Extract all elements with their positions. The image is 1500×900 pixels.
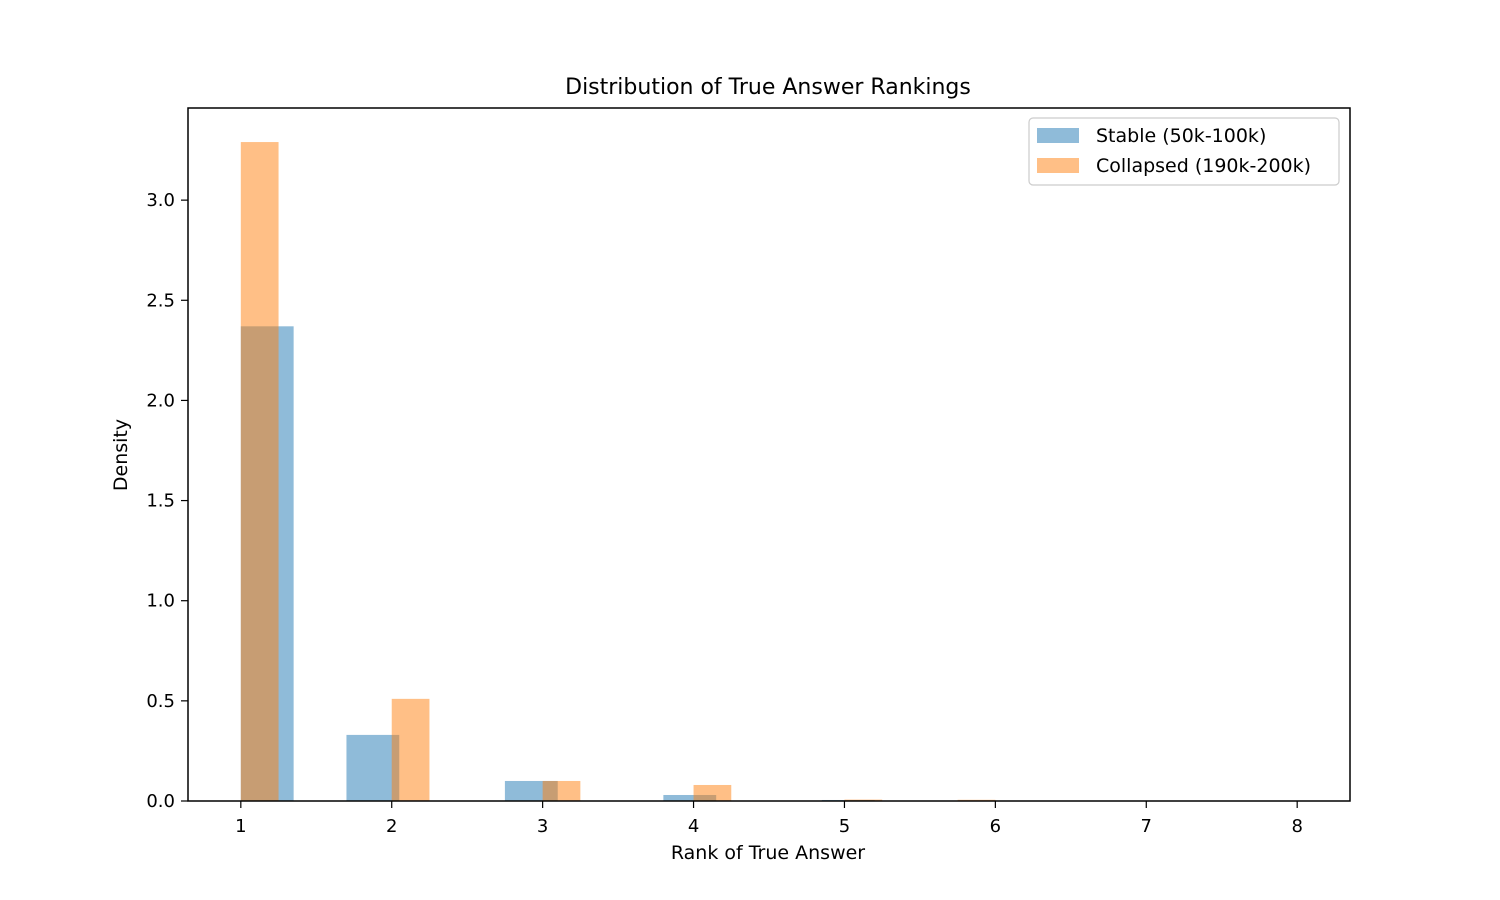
legend-label-collapsed: Collapsed (190k-200k): [1096, 155, 1311, 177]
y-axis-ticks: 0.0 0.5 1.0 1.5 2.0 2.5 3.0: [146, 190, 188, 812]
legend-swatch-collapsed: [1037, 158, 1079, 173]
legend-label-stable: Stable (50k-100k): [1096, 125, 1266, 147]
x-tick-label: 7: [1141, 816, 1152, 837]
x-tick-label: 3: [537, 816, 548, 837]
y-tick-label: 1.5: [146, 491, 175, 512]
x-tick-label: 2: [386, 816, 397, 837]
x-tick-label: 8: [1291, 816, 1302, 837]
bar-series-0-bin-3: [663, 794, 717, 801]
bar-series-0-bin-1: [346, 734, 400, 801]
x-tick-label: 4: [688, 816, 699, 837]
bars-layer: [240, 142, 1298, 801]
x-tick-label: 6: [990, 816, 1001, 837]
y-tick-label: 2.0: [146, 390, 175, 411]
y-tick-label: 2.5: [146, 290, 175, 311]
bar-series-1-bin-3: [693, 784, 732, 801]
x-tick-label: 1: [235, 816, 246, 837]
bar-series-1-bin-0: [240, 142, 279, 801]
y-tick-label: 0.0: [146, 791, 175, 812]
x-axis-ticks: 1 2 3 4 5 6 7 8: [235, 801, 1303, 837]
plot-frame: [187, 107, 1351, 802]
x-tick-label: 5: [839, 816, 850, 837]
bar-series-1-bin-1: [391, 698, 430, 801]
legend: Stable (50k-100k) Collapsed (190k-200k): [1028, 117, 1340, 186]
bar-series-1-bin-2: [542, 780, 581, 801]
y-tick-label: 3.0: [146, 190, 175, 211]
y-tick-label: 0.5: [146, 691, 175, 712]
y-tick-label: 1.0: [146, 591, 175, 612]
legend-frame: [1028, 117, 1340, 186]
legend-swatch-stable: [1037, 128, 1079, 143]
x-axis-label: Rank of True Answer: [671, 842, 865, 864]
y-axis-label: Density: [110, 419, 132, 491]
chart-title: Distribution of True Answer Rankings: [565, 75, 971, 100]
